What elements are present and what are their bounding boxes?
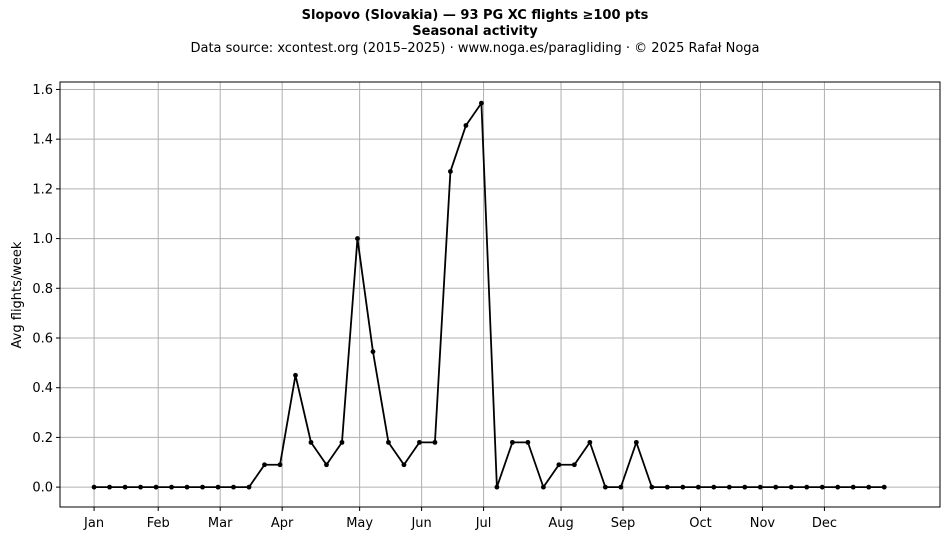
data-point (107, 484, 112, 490)
data-point (355, 236, 360, 241)
data-point (757, 484, 763, 490)
x-tick-label: May (346, 516, 373, 531)
data-point (138, 484, 143, 490)
data-point (850, 484, 856, 490)
y-tick-label: 0.8 (32, 282, 53, 297)
data-point (231, 484, 236, 490)
x-tick-label: Dec (812, 516, 837, 531)
data-point (711, 484, 717, 490)
y-axis-label: Avg flights/week (10, 241, 25, 348)
data-point (200, 484, 205, 490)
data-point (417, 439, 422, 445)
x-tick-label: Aug (548, 516, 573, 531)
data-point (448, 169, 453, 174)
data-point (587, 439, 593, 445)
y-tick-label: 0.4 (32, 381, 53, 396)
y-tick-label: 1.2 (32, 182, 53, 197)
x-tick-label: Nov (750, 516, 776, 531)
data-point (122, 484, 128, 490)
data-point (726, 484, 732, 490)
data-point (556, 462, 562, 468)
chart-source-line: Data source: xcontest.org (2015–2025) · … (190, 41, 760, 56)
chart-title: Slopovo (Slovakia) — 93 PG XC flights ≥1… (301, 8, 649, 23)
y-tick-label: 1.6 (32, 83, 53, 98)
data-point (664, 484, 670, 490)
data-point (773, 484, 779, 490)
data-point (246, 484, 252, 490)
data-point (540, 484, 546, 490)
data-point (788, 484, 794, 490)
data-point (571, 462, 577, 468)
x-tick-label: Mar (208, 516, 233, 531)
x-tick-label: Jun (410, 516, 431, 531)
x-tick-label: Apr (271, 516, 294, 531)
data-point (184, 484, 190, 490)
grid-lines (60, 82, 940, 507)
data-point (339, 439, 345, 445)
x-tick-label: Jul (475, 516, 492, 531)
chart-titles: Slopovo (Slovakia) — 93 PG XC flights ≥1… (0, 8, 950, 58)
x-tick-label: Feb (147, 516, 170, 531)
data-point (277, 462, 283, 468)
series-layer (91, 100, 887, 490)
data-point (602, 484, 608, 490)
data-point (509, 439, 515, 445)
data-point (153, 484, 159, 490)
x-tick-label: Sep (611, 516, 636, 531)
data-point (819, 484, 825, 490)
data-point (262, 462, 267, 468)
data-point (432, 439, 438, 445)
series-line (94, 102, 885, 489)
axes: Jan Feb Mar Apr May Jun Jul Aug Sep Oct Nov Dec 0.0 0… (32, 81, 941, 531)
data-point (215, 484, 221, 490)
y-tick-label: 1.4 (32, 133, 53, 148)
data-point (866, 484, 872, 490)
y-tick-label: 0.0 (32, 481, 53, 496)
data-point (695, 484, 701, 490)
y-tick-label: 0.2 (32, 431, 53, 446)
data-point (91, 484, 97, 490)
data-point (742, 484, 748, 490)
x-tick-label: Oct (689, 516, 711, 531)
data-point (525, 439, 531, 445)
data-point (401, 462, 407, 468)
data-point (169, 484, 174, 490)
data-point (308, 439, 314, 445)
y-tick-label: 0.6 (32, 331, 53, 346)
data-point (386, 439, 391, 445)
data-point (649, 484, 655, 490)
data-point (680, 484, 686, 490)
data-point (324, 462, 329, 468)
data-point (293, 372, 298, 378)
data-point (370, 349, 376, 355)
data-point (835, 484, 841, 490)
plot-frame (59, 81, 941, 508)
data-point (494, 484, 500, 490)
data-point (633, 439, 639, 445)
data-point (804, 484, 810, 490)
data-point (618, 484, 624, 490)
data-point (881, 484, 887, 490)
data-point (479, 100, 484, 106)
y-tick-label: 1.0 (32, 232, 53, 247)
x-tick-label: Jan (83, 516, 104, 531)
chart-subtitle: Seasonal activity (412, 24, 538, 39)
data-point (463, 123, 469, 128)
